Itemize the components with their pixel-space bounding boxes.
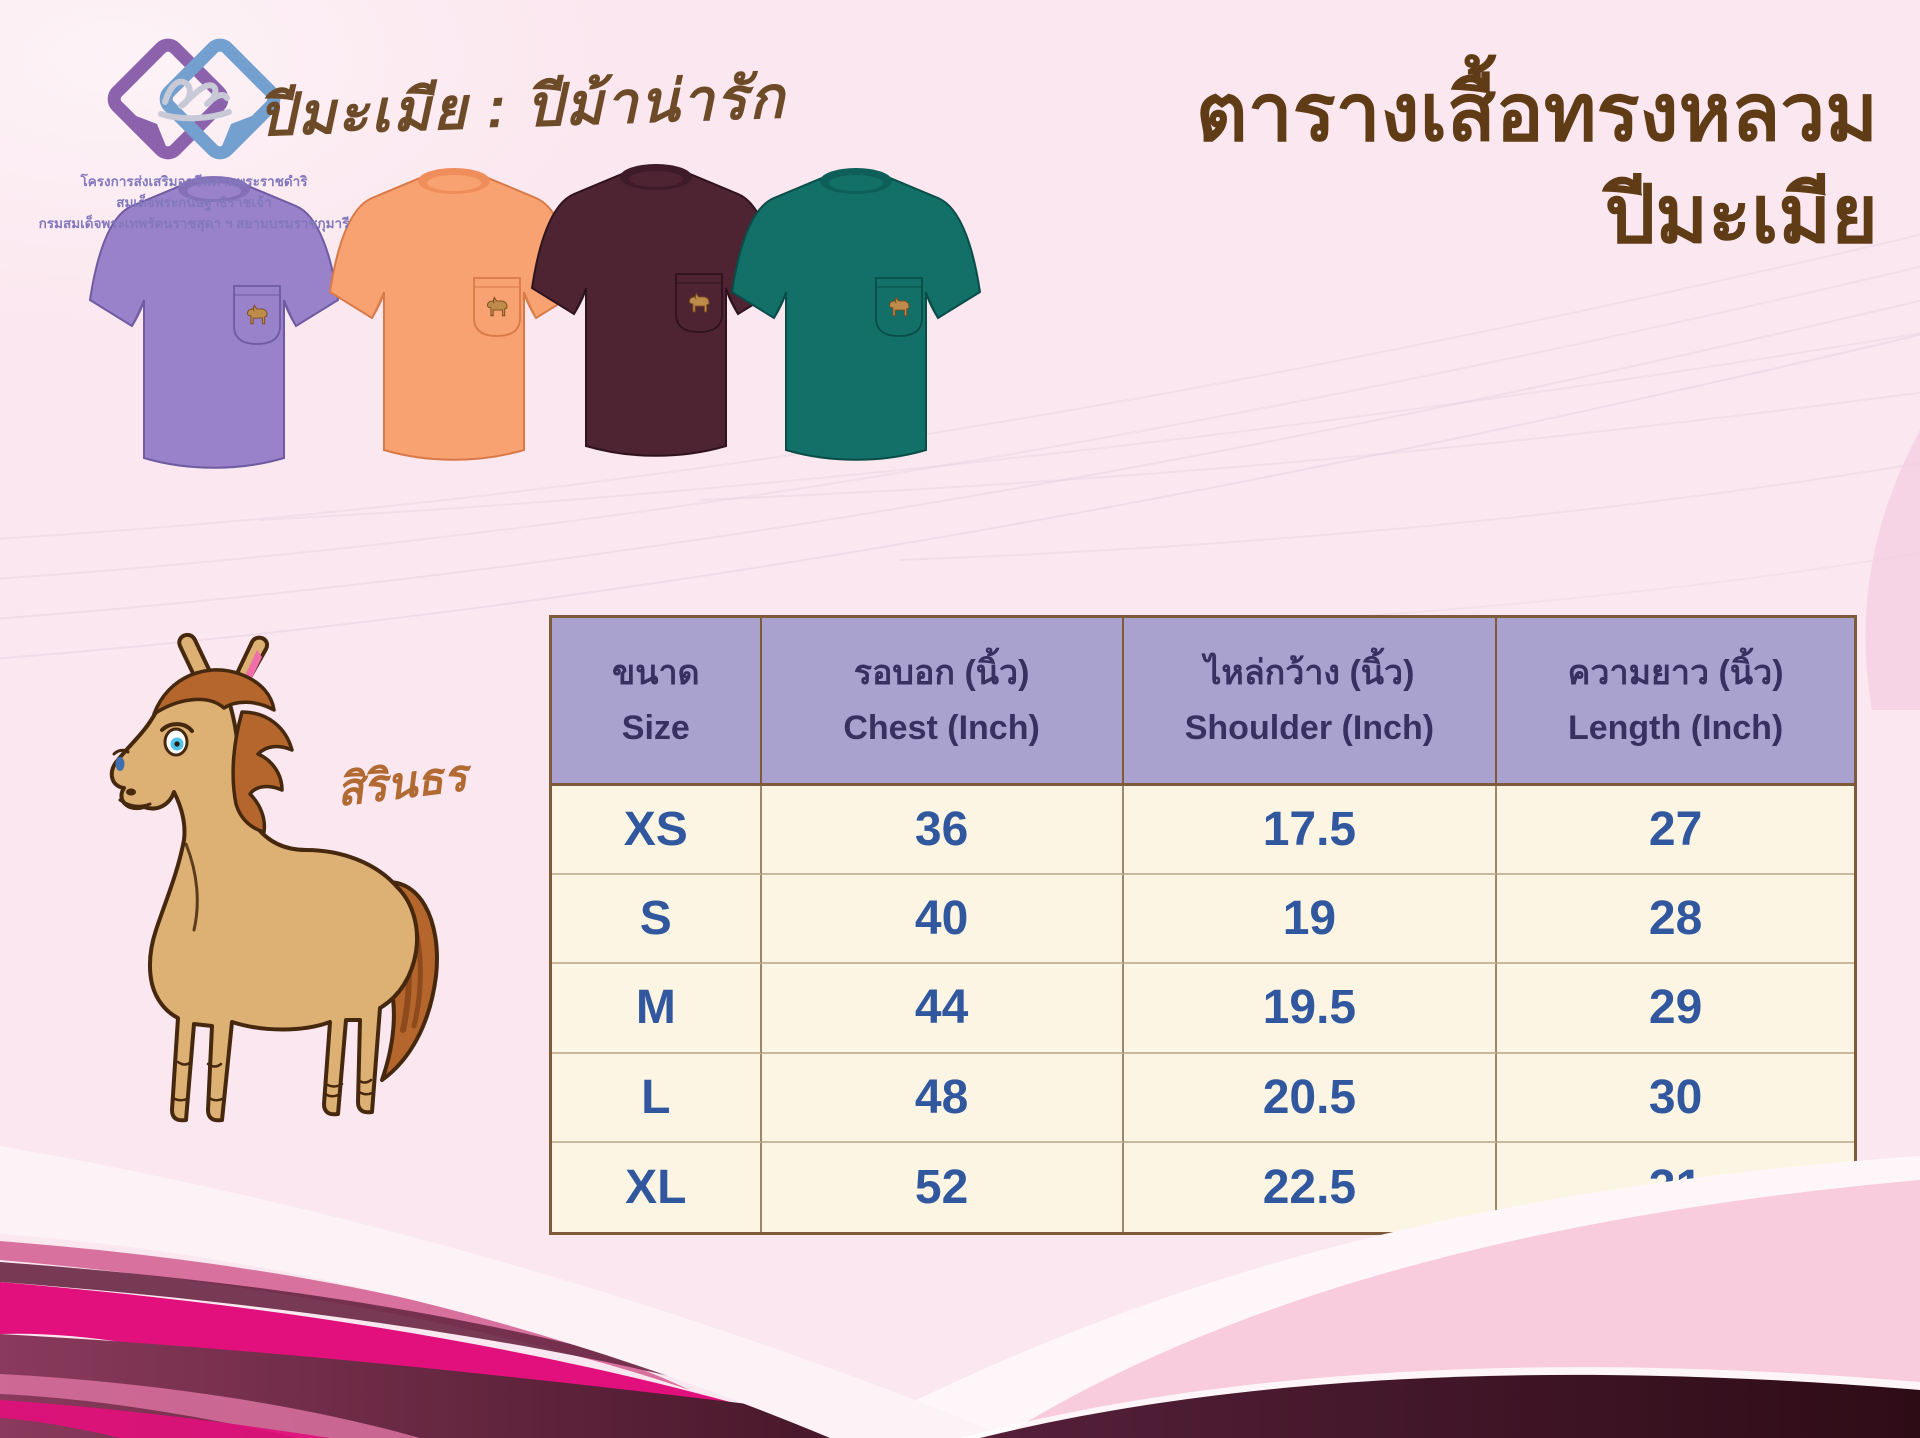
col-header-chest-thai: รอบอก (นิ้ว) bbox=[853, 654, 1030, 693]
cell-size: XS bbox=[552, 786, 762, 876]
col-header-size: ขนาด Size bbox=[552, 618, 762, 786]
cell-size: S bbox=[552, 875, 762, 965]
page-title-line2: ปีมะเมีย bbox=[1604, 170, 1878, 260]
cell-length: 27 bbox=[1497, 786, 1854, 876]
phufa-logo: โครงการส่งเสริมอาชีพตามพระราชดำริ สมเด็จ… bbox=[34, 36, 354, 235]
col-header-shoulder-thai: ไหล่กว้าง (นิ้ว) bbox=[1204, 654, 1415, 693]
logo-caption: โครงการส่งเสริมอาชีพตามพระราชดำริ สมเด็จ… bbox=[34, 172, 354, 235]
cell-length: 29 bbox=[1497, 964, 1854, 1054]
horse-illustration bbox=[109, 632, 439, 1123]
page-title: ตารางเสื้อทรงหลวม ปีมะเมีย bbox=[1018, 62, 1878, 267]
logo-caption-line: โครงการส่งเสริมอาชีพตามพระราชดำริ bbox=[80, 174, 308, 189]
cell-size: M bbox=[552, 964, 762, 1054]
handwritten-subtitle: ปีมะเมีย : ปีม้าน่ารัก bbox=[257, 65, 787, 149]
col-header-shoulder-en: Shoulder (Inch) bbox=[1184, 708, 1435, 747]
cell-shoulder: 20.5 bbox=[1123, 1053, 1498, 1143]
col-header-chest-en: Chest (Inch) bbox=[843, 708, 1040, 747]
phufa-logo-mark bbox=[107, 38, 281, 160]
col-header-size-en: Size bbox=[621, 708, 690, 747]
cell-chest: 44 bbox=[761, 964, 1124, 1054]
page-title-line1: ตารางเสื้อทรงหลวม bbox=[1195, 68, 1878, 157]
col-header-chest: รอบอก (นิ้ว) Chest (Inch) bbox=[761, 618, 1124, 786]
logo-caption-line: สมเด็จพระกนิษฐาธิราชเจ้า bbox=[116, 194, 272, 210]
cell-size: L bbox=[552, 1053, 762, 1143]
cell-chest: 48 bbox=[761, 1053, 1124, 1143]
cell-length: 31 bbox=[1648, 1160, 1703, 1214]
col-header-size-thai: ขนาด bbox=[611, 654, 700, 693]
col-header-length: ความยาว (นิ้ว) Length (Inch) bbox=[1497, 618, 1854, 786]
cell-shoulder: 22.5 bbox=[1124, 1142, 1498, 1232]
col-header-length-en: Length (Inch) bbox=[1567, 708, 1784, 747]
col-header-shoulder: ไหล่กว้าง (นิ้ว) Shoulder (Inch) bbox=[1123, 618, 1498, 786]
cell-shoulder: 17.5 bbox=[1123, 786, 1498, 876]
cell-shoulder: 19 bbox=[1123, 875, 1498, 965]
col-header-length-thai: ความยาว (นิ้ว) bbox=[1567, 654, 1784, 693]
cell-size: XL bbox=[552, 1142, 762, 1232]
cell-length: 30 bbox=[1497, 1054, 1854, 1143]
cell-chest: 40 bbox=[761, 875, 1124, 965]
cell-chest: 36 bbox=[761, 786, 1124, 876]
cell-length: 28 bbox=[1497, 875, 1854, 965]
size-table: ขนาด Size รอบอก (นิ้ว) Chest (Inch) ไหล่… bbox=[549, 615, 1857, 1235]
logo-caption-line: กรมสมเด็จพระเทพรัตนราชสุดา ฯ สยามบรมราชก… bbox=[38, 215, 350, 231]
cell-chest: 52 bbox=[762, 1142, 1124, 1232]
cell-shoulder: 19.5 bbox=[1123, 964, 1498, 1054]
tshirt-teal bbox=[726, 160, 986, 480]
